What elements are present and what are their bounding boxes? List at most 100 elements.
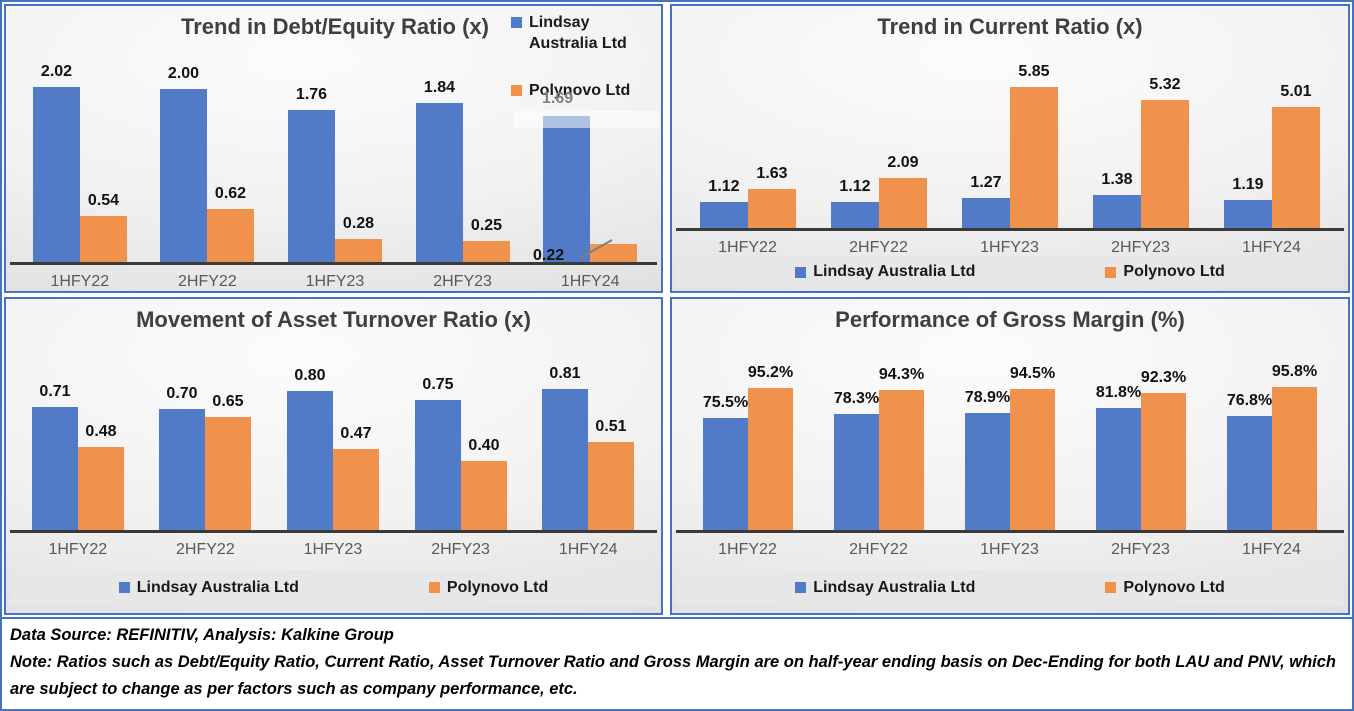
x-axis-labels: 1HFY22 2HFY22 1HFY23 2HFY23 1HFY24 bbox=[16, 273, 654, 291]
legend-swatch-polynovo-icon bbox=[428, 582, 440, 593]
plot-area: 1.12 1.12 1.27 1.38 1.19 1.63 2.09 5.85 5.32 5.01 bbox=[682, 6, 1337, 229]
bar bbox=[1141, 100, 1189, 229]
legend-label: Lindsay Australia Ltd bbox=[813, 263, 976, 280]
bar bbox=[205, 417, 251, 531]
bar-value-label: 94.5% bbox=[1009, 365, 1056, 382]
bar-value-label: 0.40 bbox=[468, 437, 500, 454]
moved-value-label: 0.22 bbox=[533, 247, 565, 264]
bar bbox=[1141, 393, 1186, 531]
label-highlight-box bbox=[514, 111, 659, 128]
bar-value-label: 5.01 bbox=[1280, 83, 1312, 100]
bar-value-label: 1.27 bbox=[970, 174, 1002, 191]
legend-item: Polynovo Ltd bbox=[428, 579, 548, 597]
chart-panel-current-ratio: Trend in Current Ratio (x) 1.12 1.12 1.27 1… bbox=[670, 4, 1350, 293]
bar bbox=[1010, 389, 1055, 531]
x-axis-tick-label: 1HFY23 bbox=[303, 541, 363, 558]
legend: Lindsay Australia Ltd Polynovo Ltd bbox=[676, 570, 1344, 605]
bar-value-label: 1.19 bbox=[1232, 176, 1264, 193]
bar bbox=[33, 87, 80, 263]
bar bbox=[416, 103, 463, 263]
bar bbox=[965, 413, 1010, 531]
legend-label: Polynovo Ltd bbox=[1123, 263, 1225, 280]
chart-title: Movement of Asset Turnover Ratio (x) bbox=[136, 307, 531, 332]
bar-value-label: 0.70 bbox=[166, 385, 198, 402]
bar bbox=[1227, 416, 1272, 531]
legend-swatch-lindsay-icon bbox=[118, 582, 130, 593]
legend-item: Polynovo Ltd bbox=[1105, 579, 1225, 597]
bar bbox=[207, 209, 254, 263]
bar-value-label: 95.2% bbox=[747, 364, 794, 381]
x-axis-tick-label: 2HFY23 bbox=[1111, 541, 1170, 558]
x-axis-tick-label: 1HFY22 bbox=[718, 541, 777, 558]
x-axis-tick-label: 2HFY22 bbox=[849, 239, 908, 256]
bar bbox=[1224, 200, 1272, 229]
bar-value-label: 0.54 bbox=[87, 192, 120, 209]
bar bbox=[335, 239, 382, 263]
x-axis-tick-label: 1HFY23 bbox=[305, 273, 365, 290]
x-axis-tick-label: 1HFY23 bbox=[980, 541, 1039, 558]
bar bbox=[32, 407, 78, 531]
legend-item: Polynovo Ltd bbox=[511, 80, 661, 101]
bar-value-label: 0.48 bbox=[85, 423, 117, 440]
bar-value-label: 0.71 bbox=[39, 383, 71, 400]
chart-panel-debt-equity-ratio: Trend in Debt/Equity Ratio (x) 2.02 2.00 1… bbox=[4, 4, 663, 293]
bar-value-label: 81.8% bbox=[1095, 384, 1142, 401]
x-axis-tick-label: 1HFY24 bbox=[1242, 541, 1301, 558]
legend-swatch-polynovo-icon bbox=[511, 85, 522, 96]
bar-value-label: 2.00 bbox=[167, 65, 200, 82]
legend-label: Polynovo Ltd bbox=[529, 82, 631, 99]
bar bbox=[78, 447, 124, 531]
bar bbox=[160, 89, 207, 263]
x-axis-tick-label: 1HFY22 bbox=[48, 541, 108, 558]
bar-value-label: 1.38 bbox=[1101, 171, 1133, 188]
legend-item: Lindsay Australia Ltd bbox=[511, 12, 661, 54]
bar-value-label: 0.51 bbox=[595, 418, 627, 435]
bar bbox=[288, 110, 335, 263]
legend-item: Lindsay Australia Ltd bbox=[795, 579, 975, 597]
bar bbox=[748, 388, 793, 531]
bar-value-label: 0.28 bbox=[342, 215, 375, 232]
chart-panel-asset-turnover-ratio: Movement of Asset Turnover Ratio (x) 0.7… bbox=[4, 297, 663, 615]
bar bbox=[703, 418, 748, 531]
bar bbox=[1010, 87, 1058, 229]
legend-swatch-lindsay-icon bbox=[795, 582, 807, 593]
x-axis-tick-label: 2HFY22 bbox=[176, 541, 235, 558]
chart-title: Trend in Debt/Equity Ratio (x) bbox=[180, 14, 489, 39]
plot-area: 2.02 2.00 1.76 1.84 0.54 0.62 0.28 0.25 bbox=[16, 6, 654, 263]
bar bbox=[80, 216, 127, 263]
bar bbox=[287, 391, 333, 531]
legend: Lindsay Australia Ltd Polynovo Ltd bbox=[511, 12, 661, 127]
bar bbox=[333, 449, 379, 531]
bar bbox=[834, 414, 879, 531]
x-axis-tick-label: 1HFY22 bbox=[718, 239, 777, 256]
bar-value-label: 5.85 bbox=[1018, 63, 1050, 80]
bar-value-label: 78.9% bbox=[964, 389, 1011, 406]
bar-value-label: 75.5% bbox=[702, 394, 749, 411]
x-axis-tick-label: 2HFY22 bbox=[849, 541, 908, 558]
bar-value-label: 1.12 bbox=[708, 178, 740, 195]
legend-item: Lindsay Australia Ltd bbox=[118, 579, 299, 597]
x-axis-line bbox=[10, 262, 657, 265]
x-axis-line bbox=[10, 530, 657, 533]
bar-value-label: 0.75 bbox=[422, 376, 454, 393]
legend-item: Lindsay Australia Ltd bbox=[795, 263, 975, 281]
x-axis-tick-label: 1HFY23 bbox=[980, 239, 1039, 256]
x-axis-tick-label: 1HFY24 bbox=[558, 541, 618, 558]
x-axis-tick-label: 1HFY22 bbox=[50, 273, 110, 290]
legend-swatch-lindsay-icon bbox=[795, 266, 807, 278]
bar-value-label: 2.02 bbox=[40, 63, 73, 80]
chart-title: Performance of Gross Margin (%) bbox=[835, 307, 1185, 332]
bar bbox=[879, 178, 927, 229]
legend: Lindsay Australia Ltd Polynovo Ltd bbox=[676, 256, 1344, 288]
bar bbox=[588, 442, 634, 531]
bar-value-label: 5.32 bbox=[1149, 76, 1181, 93]
x-axis-tick-label: 2HFY23 bbox=[433, 273, 492, 290]
bar-value-label: 1.12 bbox=[839, 178, 871, 195]
bar bbox=[542, 389, 588, 531]
bar-value-label: 78.3% bbox=[833, 390, 880, 407]
bar-value-label: 0.47 bbox=[340, 425, 372, 442]
legend-label: Lindsay Australia Ltd bbox=[529, 14, 627, 52]
chart-title: Trend in Current Ratio (x) bbox=[877, 14, 1143, 39]
legend-swatch-polynovo-icon bbox=[1105, 582, 1117, 593]
